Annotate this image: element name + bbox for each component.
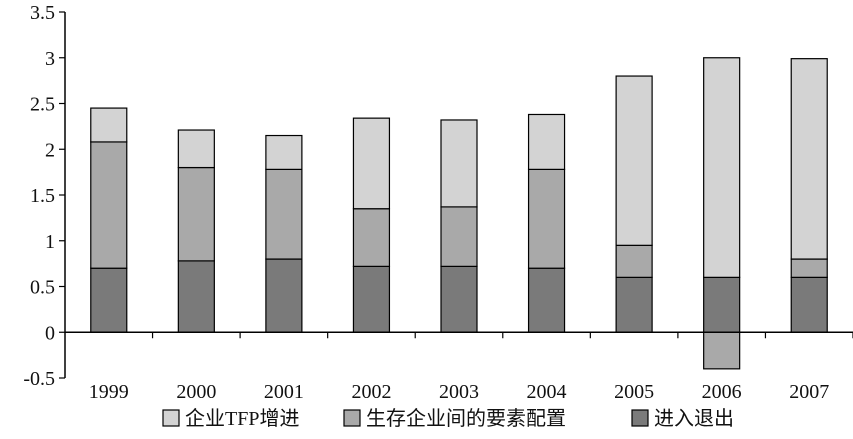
legend-label: 企业TFP增进 (185, 407, 299, 430)
y-tick-label: -0.5 (23, 368, 55, 390)
x-tick-label: 2007 (789, 381, 829, 403)
bar-segment (90, 267, 128, 333)
legend-label: 进入退出 (654, 407, 734, 430)
bar-segment (440, 119, 478, 208)
bar-segment (527, 267, 566, 333)
bar-segment (527, 113, 566, 170)
y-axis: -0.5 0 0.5 1 1.5 2 2.5 3 3.5 (23, 2, 66, 390)
bar-segment (790, 276, 828, 333)
x-tick-label: 2005 (614, 381, 654, 403)
bar-segment (352, 117, 391, 210)
y-tick-label: 3 (45, 48, 55, 70)
bar-segment (615, 276, 653, 333)
bar-segment (790, 58, 828, 260)
y-tick-label: 2.5 (30, 94, 55, 116)
legend-label: 生存企业间的要素配置 (366, 407, 566, 430)
x-axis: 1999 2000 2001 2002 2003 2004 2005 2006 2007 (65, 331, 853, 403)
x-tick-label: 2001 (264, 381, 304, 403)
bar-segment (440, 265, 478, 333)
y-tick-label: 1.5 (30, 185, 55, 207)
bar-segment (703, 276, 741, 333)
bar-segment (265, 258, 303, 333)
bar-segment (703, 57, 741, 278)
y-tick-label: 0 (45, 322, 55, 344)
bar-segment (615, 244, 653, 278)
bar-segment (352, 208, 391, 267)
bar-segment (265, 168, 303, 260)
bar-segment (527, 168, 566, 269)
bar-segment (265, 134, 303, 170)
legend-swatch (631, 409, 649, 427)
legend-swatch (343, 409, 361, 427)
x-tick-label: 2002 (351, 381, 391, 403)
bar-segment (440, 206, 478, 267)
bar-segment (352, 265, 391, 333)
bar-segment (790, 258, 828, 278)
bar-segment (615, 75, 653, 246)
y-tick-label: 2 (45, 139, 55, 161)
x-tick-label: 2004 (527, 381, 567, 403)
legend-swatch (162, 409, 180, 427)
y-tick-label: 1 (45, 231, 55, 253)
bar-segment (177, 166, 215, 262)
x-tick-label: 2000 (176, 381, 216, 403)
y-tick-label: 3.5 (30, 2, 55, 24)
bar-segment (90, 141, 128, 269)
bar-segment (703, 331, 741, 370)
x-tick-label: 2003 (439, 381, 479, 403)
y-tick-label: 0.5 (30, 277, 55, 299)
x-tick-label: 1999 (89, 381, 129, 403)
bar-segment (177, 260, 215, 333)
legend: 企业TFP增进 生存企业间的要素配置 进入退出 (162, 407, 734, 430)
bars (90, 57, 828, 370)
bar-segment (90, 107, 128, 143)
x-tick-label: 2006 (702, 381, 742, 403)
bar-segment (177, 129, 215, 169)
